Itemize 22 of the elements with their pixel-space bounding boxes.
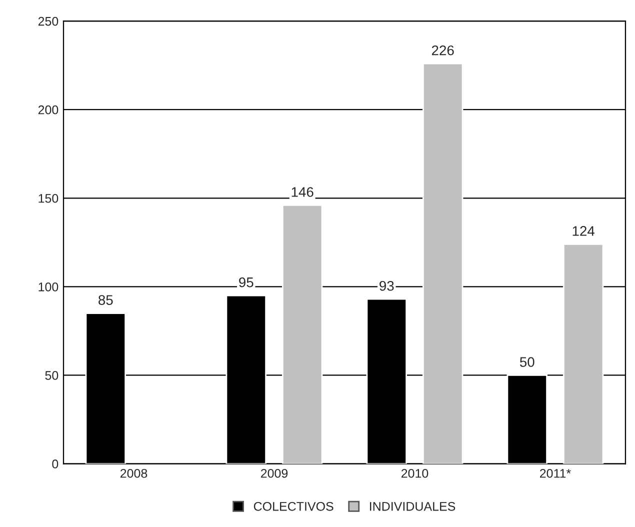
data-label: 50 [520, 357, 534, 367]
y-tick-label: 200 [38, 105, 58, 114]
bar [282, 204, 323, 464]
bar [562, 243, 604, 464]
x-tick-label: 2011* [540, 468, 571, 478]
data-label: 226 [432, 45, 454, 56]
data-label: 146 [292, 187, 314, 197]
data-label: 85 [98, 295, 113, 305]
y-tick-label: 0 [52, 460, 58, 468]
legend-label: COLECTIVOS [254, 502, 334, 511]
x-tick-label: 2009 [260, 468, 288, 478]
legend-label: INDIVIDUALES [370, 502, 456, 511]
y-tick-label: 100 [38, 282, 58, 292]
x-tick-label: 2008 [120, 468, 148, 478]
y-tick-label: 250 [38, 16, 58, 26]
y-tick-label: 50 [45, 371, 58, 380]
data-label: 95 [239, 277, 254, 288]
data-label: 124 [572, 226, 595, 236]
y-tick-label: 150 [38, 194, 58, 203]
x-tick-label: 2010 [401, 468, 428, 478]
data-label: 93 [380, 280, 394, 291]
bar [422, 62, 464, 464]
